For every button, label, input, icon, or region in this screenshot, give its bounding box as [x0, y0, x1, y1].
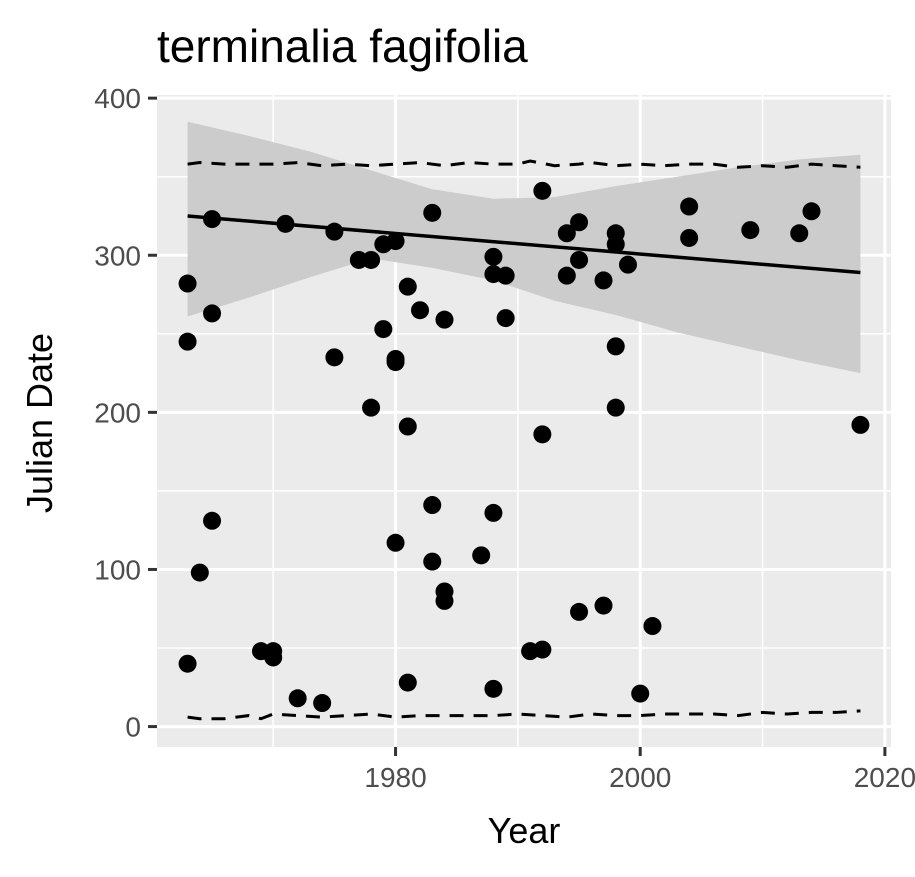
- data-point: [533, 425, 552, 444]
- data-point: [435, 591, 454, 610]
- data-point: [643, 617, 662, 636]
- y-tick-label: 100: [94, 554, 141, 585]
- y-tick-label: 200: [94, 397, 141, 428]
- data-point: [570, 213, 589, 232]
- data-point: [557, 266, 576, 285]
- data-point: [276, 214, 295, 233]
- data-point: [570, 250, 589, 269]
- data-point: [362, 250, 381, 269]
- data-point: [398, 277, 417, 296]
- data-point: [398, 673, 417, 692]
- data-point: [594, 271, 613, 290]
- data-point: [264, 648, 283, 667]
- data-point: [606, 337, 625, 356]
- data-point: [362, 398, 381, 417]
- x-axis: 1980 2000 2020: [364, 747, 915, 793]
- data-point: [203, 511, 222, 530]
- data-point: [288, 689, 307, 708]
- data-point: [325, 222, 344, 241]
- data-point: [741, 221, 760, 240]
- data-point: [802, 202, 821, 221]
- lower-dashed-line: [187, 709, 861, 721]
- data-point: [631, 684, 650, 703]
- data-point: [496, 309, 515, 328]
- x-axis-title: Year: [488, 810, 561, 851]
- data-points: [178, 181, 870, 713]
- data-point: [435, 310, 454, 329]
- data-point: [386, 353, 405, 372]
- data-point: [618, 255, 637, 274]
- data-point: [594, 596, 613, 615]
- data-point: [423, 496, 442, 515]
- data-point: [386, 533, 405, 552]
- data-point: [680, 228, 699, 247]
- trend-line: [187, 214, 861, 275]
- data-point: [851, 415, 870, 434]
- data-point: [178, 274, 197, 293]
- data-point: [423, 552, 442, 571]
- data-point: [313, 694, 332, 713]
- data-point: [203, 304, 222, 323]
- chart-title: terminalia fagifolia: [157, 20, 528, 72]
- data-point: [680, 197, 699, 216]
- data-point: [411, 301, 430, 320]
- data-point: [190, 563, 209, 582]
- data-point: [398, 417, 417, 436]
- data-point: [203, 210, 222, 229]
- data-point: [484, 679, 503, 698]
- data-point: [423, 203, 442, 222]
- y-tick-label: 0: [125, 712, 141, 743]
- data-point: [606, 398, 625, 417]
- data-point: [484, 247, 503, 266]
- data-point: [386, 232, 405, 251]
- data-point: [570, 602, 589, 621]
- data-point: [606, 235, 625, 254]
- data-point: [325, 348, 344, 367]
- x-tick-label: 1980: [364, 762, 426, 793]
- data-point: [533, 181, 552, 200]
- data-point: [178, 332, 197, 351]
- y-axis-title: Julian Date: [19, 333, 60, 513]
- data-point: [484, 503, 503, 522]
- data-point: [472, 546, 491, 565]
- data-point: [178, 654, 197, 673]
- data-point: [496, 266, 515, 285]
- data-point: [374, 320, 393, 339]
- confidence-band: [187, 121, 861, 374]
- x-tick-label: 2000: [609, 762, 671, 793]
- data-point: [790, 224, 809, 243]
- x-tick-label: 2020: [854, 762, 915, 793]
- data-point: [557, 224, 576, 243]
- y-tick-label: 300: [94, 240, 141, 271]
- y-axis: 0 100 200 300 400: [94, 83, 157, 743]
- data-point: [533, 640, 552, 659]
- upper-dashed-line: [187, 159, 861, 169]
- y-tick-label: 400: [94, 83, 141, 114]
